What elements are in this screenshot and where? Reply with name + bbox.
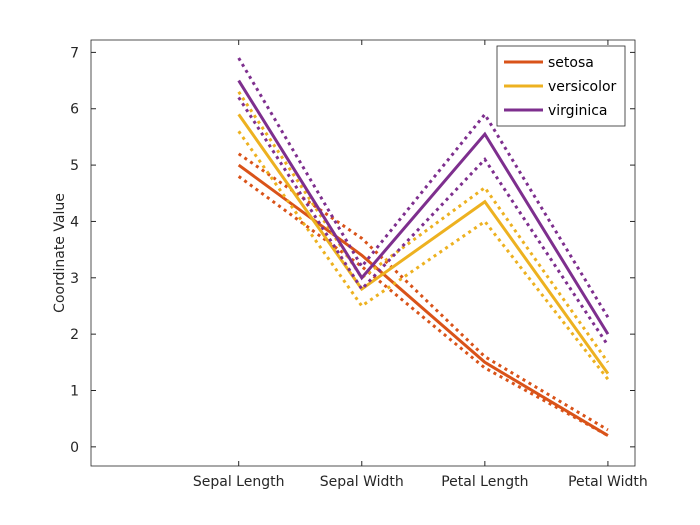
y-tick-label: 6: [70, 102, 79, 118]
versicolor-q25-line: [237, 130, 610, 381]
y-tick-label: 3: [70, 271, 79, 287]
y-axis-label: Coordinate Value: [52, 193, 68, 313]
y-tick-label: 4: [70, 214, 79, 230]
plot-area-frame: [90, 39, 636, 467]
virginica-median-line: [237, 79, 610, 335]
y-tick-label: 2: [70, 327, 79, 343]
x-tick-label: Petal Length: [441, 474, 528, 490]
y-tick-label: 1: [70, 383, 79, 399]
y-tick-label: 5: [70, 158, 79, 174]
setosa-q25-line: [237, 175, 609, 437]
x-tick-label: Sepal Length: [193, 474, 285, 490]
virginica-q75-line: [237, 57, 610, 319]
legend-label: virginica: [548, 103, 608, 119]
versicolor-median-line: [237, 113, 610, 375]
x-tick-label: Petal Width: [568, 474, 648, 490]
legend-label: versicolor: [548, 79, 617, 95]
legend-label: setosa: [548, 55, 594, 71]
virginica-q25-line: [237, 96, 610, 347]
setosa-median-line: [237, 163, 609, 437]
y-tick-label: 0: [70, 440, 79, 456]
y-tick-label: 7: [70, 45, 79, 61]
legend: setosa versicolor virginica: [496, 45, 626, 127]
x-tick-label: Sepal Width: [320, 474, 404, 490]
